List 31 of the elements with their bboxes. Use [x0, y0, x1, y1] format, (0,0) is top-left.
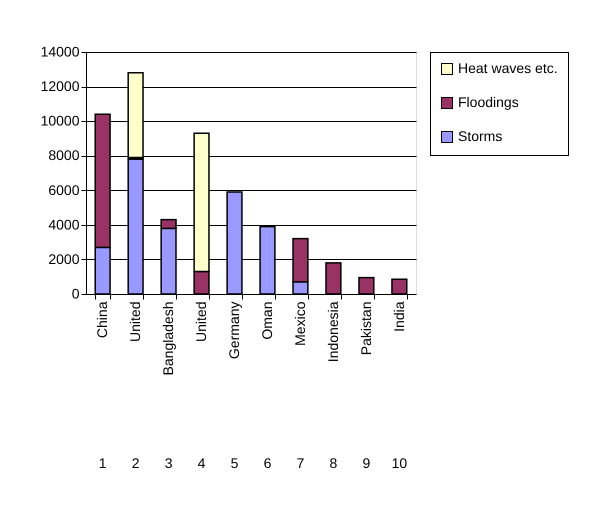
y-tick-label: 8000 [48, 147, 80, 164]
y-tick-label: 10000 [40, 112, 80, 129]
text: 6 [264, 455, 272, 471]
text: 2 [132, 455, 140, 471]
x-tick-label: Germany [226, 302, 242, 360]
text: 1 [98, 455, 107, 471]
text: 10 [392, 455, 408, 471]
y-tick-label: 4000 [48, 216, 80, 232]
text: 9 [362, 455, 370, 471]
x-tick-label: India [390, 301, 407, 332]
x-tick-label: Indonesia [324, 301, 341, 362]
y-tick-label: 14000 [40, 44, 80, 60]
legend-label: Floodings [458, 94, 519, 110]
text: 7 [296, 455, 305, 471]
x-tick-label: United [193, 302, 210, 342]
x-tick-label: United [127, 302, 144, 342]
legend-label: Storms [458, 128, 502, 144]
text: 8 [330, 455, 338, 471]
x-tick-label: Pakistan [358, 302, 374, 356]
y-tick-label: 0 [72, 286, 80, 302]
y-tick-label: 6000 [48, 182, 80, 198]
y-tick-label: 2000 [48, 250, 80, 267]
x-tick-label: Bangladesh [160, 302, 176, 376]
x-tick-label: Mexico [292, 301, 308, 346]
y-tick-label: 12000 [40, 78, 80, 94]
x-tick-label: Oman [258, 302, 275, 340]
text: 5 [230, 455, 239, 471]
x-tick-label: China [94, 301, 110, 338]
text: 3 [164, 455, 173, 471]
legend-label: Heat waves etc. [458, 60, 558, 76]
text: 4 [198, 455, 206, 471]
